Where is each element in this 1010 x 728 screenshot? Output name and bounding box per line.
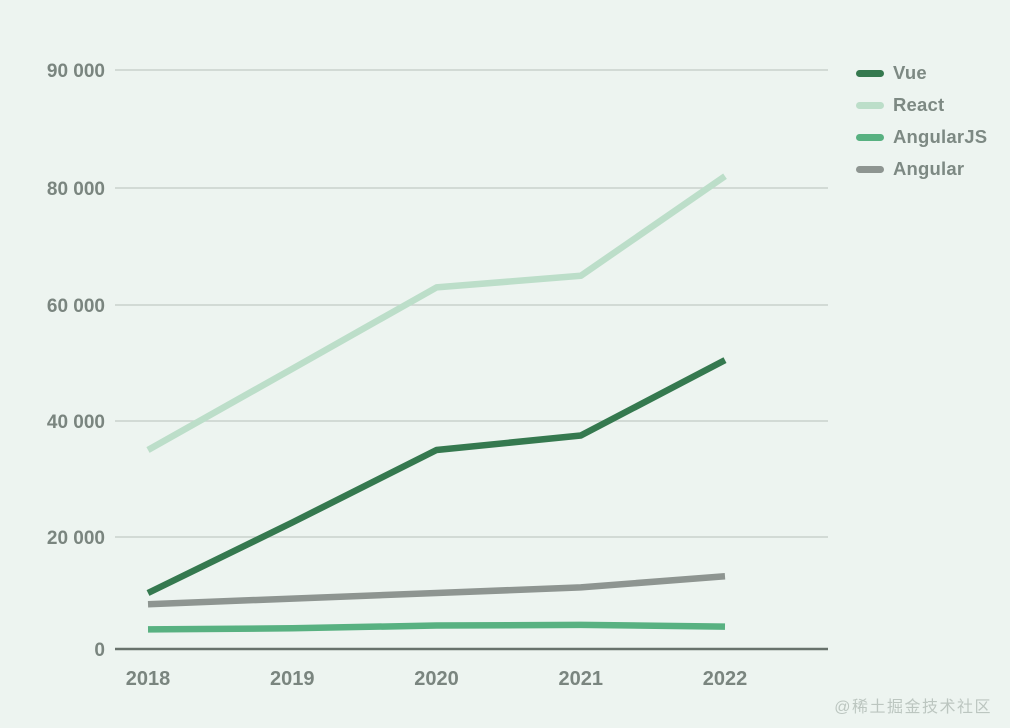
vue-line-swatch-icon	[856, 69, 884, 77]
legend-item-angular: Angular	[856, 158, 987, 180]
y-tick-label: 40 000	[47, 412, 105, 433]
watermark: @稀土掘金技术社区	[834, 699, 992, 716]
x-tick-label: 2018	[126, 668, 171, 690]
chart-legend: Vue React AngularJS Angular	[856, 62, 987, 180]
legend-label: AngularJS	[893, 126, 988, 147]
series-line-angular	[147, 572, 726, 608]
legend-item-react: React	[856, 94, 987, 116]
legend-label: Angular	[893, 158, 965, 179]
angular-line-swatch-icon	[856, 165, 884, 173]
y-tick-label: 90 000	[47, 61, 105, 82]
y-tick-label: 60 000	[47, 296, 105, 317]
angularjs-line-swatch-icon	[856, 133, 884, 141]
x-tick-label: 2019	[270, 668, 315, 690]
x-tick-label: 2021	[559, 668, 604, 690]
react-line-swatch-icon	[856, 101, 884, 109]
series-line-react	[146, 173, 727, 453]
y-tick-label: 80 000	[47, 179, 105, 200]
legend-item-vue: Vue	[856, 62, 987, 84]
x-tick-label: 2022	[703, 668, 748, 690]
y-tick-label: 20 000	[47, 528, 105, 549]
legend-label: React	[893, 94, 945, 115]
series-line-vue	[146, 357, 727, 596]
x-tick-label: 2020	[414, 668, 459, 690]
legend-item-angularjs: AngularJS	[856, 126, 987, 148]
series-line-angularjs	[147, 621, 726, 633]
y-tick-label: 0	[94, 640, 105, 661]
legend-label: Vue	[893, 62, 927, 83]
